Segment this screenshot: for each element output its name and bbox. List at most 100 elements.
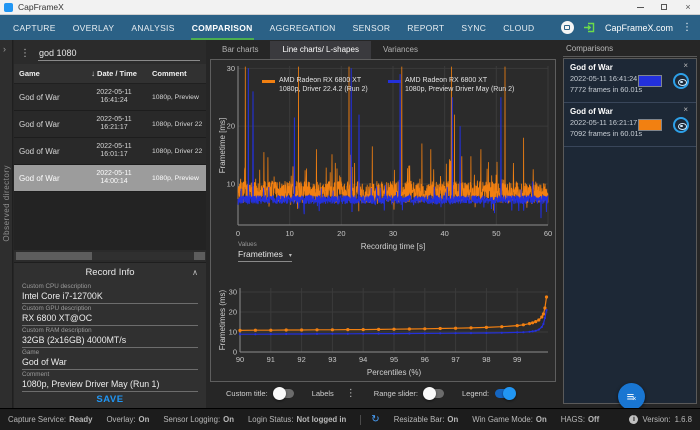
svg-text:96: 96 bbox=[421, 355, 429, 364]
record-row[interactable]: God of War 2022-05-11 16:21:17 1080p, Dri… bbox=[14, 111, 206, 138]
minimize-button[interactable] bbox=[628, 0, 652, 14]
svg-text:99: 99 bbox=[513, 355, 521, 364]
nav-tab-cloud[interactable]: CLOUD bbox=[503, 22, 535, 33]
sync-refresh-icon[interactable]: ↻ bbox=[371, 414, 380, 425]
overflow-menu-icon[interactable]: ⋮ bbox=[682, 22, 692, 33]
comparisons-list: God of War × 2022-05-11 16:41:24 7772 fr… bbox=[563, 58, 697, 410]
version-info: i Version: 1.6.8 bbox=[629, 415, 692, 424]
search-input[interactable] bbox=[38, 46, 200, 61]
collapse-icon[interactable]: ∧ bbox=[192, 268, 198, 277]
svg-text:40: 40 bbox=[440, 229, 448, 238]
comparisons-panel: Comparisons God of War × 2022-05-11 16:4… bbox=[560, 40, 700, 410]
labels-menu-icon[interactable]: ⋮ bbox=[345, 388, 356, 399]
maximize-button[interactable] bbox=[652, 0, 676, 14]
nav-tab-analysis[interactable]: ANALYSIS bbox=[131, 22, 175, 33]
gpu-value[interactable]: RX 6800 XT@OC bbox=[22, 312, 198, 326]
color-swatch[interactable] bbox=[638, 119, 662, 131]
svg-text:0: 0 bbox=[233, 348, 237, 357]
svg-text:20: 20 bbox=[229, 308, 237, 317]
screenshot-icon[interactable] bbox=[560, 21, 574, 34]
percentiles-chart: 0 10 20 30 90 91 92 93 94 95 96 97 98 99 Frametimes (m… bbox=[218, 288, 549, 377]
svg-text:30: 30 bbox=[227, 64, 235, 73]
nav-tab-report[interactable]: REPORT bbox=[407, 22, 445, 33]
status-bar: Capture Service: Ready Overlay: On Sensor … bbox=[0, 408, 700, 430]
svg-text:10: 10 bbox=[227, 179, 235, 188]
remove-comparison-icon[interactable]: × bbox=[683, 105, 688, 114]
legend-dash-blue bbox=[388, 80, 401, 83]
svg-text:95: 95 bbox=[390, 355, 398, 364]
legend-toggle[interactable] bbox=[495, 387, 517, 400]
comment-field: Comment 1080p, Preview Driver May (Run 1… bbox=[22, 371, 198, 392]
header-date-time[interactable]: ↓ Date / Time bbox=[91, 69, 137, 78]
svg-text:0: 0 bbox=[236, 229, 240, 238]
header-comment[interactable]: Comment bbox=[152, 69, 187, 78]
ram-field: Custom RAM description 32GB (2x16GB) 400… bbox=[22, 327, 198, 348]
tab-bar-charts[interactable]: Bar charts bbox=[222, 45, 259, 54]
svg-text:Recording time [s]: Recording time [s] bbox=[361, 242, 425, 251]
nav-tab-comparison[interactable]: COMPARISON bbox=[190, 16, 254, 40]
ram-value[interactable]: 32GB (2x16GB) 4000MT/s bbox=[22, 334, 198, 348]
nav-tab-sync[interactable]: SYNC bbox=[461, 22, 487, 33]
svg-text:30: 30 bbox=[389, 229, 397, 238]
comment-value[interactable]: 1080p, Preview Driver May (Run 1) bbox=[22, 378, 198, 392]
frametimes-chart: 10 20 30 0 10 20 30 40 50 60 Frametime [ms] Recordi… bbox=[218, 64, 552, 251]
info-icon: i bbox=[629, 415, 639, 424]
scrollbar-corner bbox=[194, 252, 205, 260]
tab-line-charts[interactable]: Line charts/ L-shapes bbox=[270, 41, 371, 59]
record-row[interactable]: God of War 2022-05-11 16:41:24 1080p, Pre… bbox=[14, 84, 206, 111]
remove-comparison-icon[interactable]: × bbox=[683, 61, 688, 70]
color-swatch[interactable] bbox=[638, 75, 662, 87]
window-controls: × bbox=[628, 0, 700, 14]
nav-tab-aggregation[interactable]: AGGREGATION bbox=[269, 22, 336, 33]
save-button[interactable]: SAVE bbox=[96, 394, 124, 405]
status-login: Login Status: Not logged in bbox=[247, 415, 347, 424]
record-row-selected[interactable]: God of War 2022-05-11 14:00:14 1080p, Pre… bbox=[14, 165, 206, 192]
chart-container bbox=[210, 59, 556, 382]
observed-directory-label: Observed directory bbox=[2, 165, 11, 242]
cpu-field: Custom CPU description Intel Core i7-127… bbox=[22, 283, 198, 304]
status-capture-service: Capture Service: Ready bbox=[8, 415, 93, 424]
nav-tab-overlay[interactable]: OVERLAY bbox=[72, 22, 115, 33]
nav-right-actions: CapFrameX.com ⋮ bbox=[560, 21, 692, 34]
horizontal-scrollbar[interactable] bbox=[14, 252, 206, 260]
game-value[interactable]: God of War bbox=[22, 356, 198, 370]
main-area: › Observed directory ⋮ Game ↓Date / Time… bbox=[0, 40, 700, 410]
app-icon bbox=[4, 2, 13, 12]
comparisons-title: Comparisons bbox=[566, 44, 614, 53]
nav-tab-sensor[interactable]: SENSOR bbox=[352, 22, 391, 33]
status-resizable-bar: Resizable Bar: On bbox=[393, 415, 459, 424]
visibility-eye-icon[interactable] bbox=[673, 117, 689, 133]
header-game[interactable]: Game bbox=[19, 69, 40, 78]
nav-tab-capture[interactable]: CAPTURE bbox=[13, 22, 56, 33]
cpu-value[interactable]: Intel Core i7-12700K bbox=[22, 290, 198, 304]
brand-link[interactable]: CapFrameX.com bbox=[604, 22, 673, 33]
status-overlay: Overlay: On bbox=[106, 415, 150, 424]
values-label: Values bbox=[238, 241, 257, 248]
values-dropdown[interactable]: Frametimes ▾ bbox=[238, 249, 292, 262]
playlist-remove-icon: ≡ bbox=[626, 389, 635, 404]
status-hags: HAGS: Off bbox=[560, 415, 600, 424]
svg-text:Percentiles (%): Percentiles (%) bbox=[367, 368, 422, 377]
legend-toggle-group: Legend: bbox=[462, 387, 517, 400]
records-panel: ⋮ Game ↓Date / Time Comment God of War 2… bbox=[14, 40, 206, 408]
chevron-down-icon: ▾ bbox=[288, 253, 292, 259]
visibility-eye-icon[interactable] bbox=[673, 73, 689, 89]
custom-title-toggle[interactable] bbox=[272, 387, 294, 400]
window-title: CapFrameX bbox=[18, 2, 64, 12]
search-menu-icon[interactable]: ⋮ bbox=[20, 48, 30, 59]
legend-dash-orange bbox=[262, 80, 275, 83]
record-row[interactable]: God of War 2022-05-11 16:01:17 1080p, Dri… bbox=[14, 138, 206, 165]
remove-all-comparisons-button[interactable]: ≡ × bbox=[618, 383, 645, 410]
expand-directory-icon[interactable]: › bbox=[3, 44, 6, 54]
close-button[interactable]: × bbox=[685, 2, 691, 12]
records-table-header: Game ↓ Date / Time Comment bbox=[14, 64, 206, 84]
custom-title-toggle-group: Custom title: bbox=[226, 387, 294, 400]
svg-text:93: 93 bbox=[328, 355, 336, 364]
range-slider-toggle[interactable] bbox=[423, 387, 444, 400]
login-icon[interactable] bbox=[583, 21, 596, 34]
tab-variances[interactable]: Variances bbox=[382, 45, 418, 54]
svg-text:50: 50 bbox=[492, 229, 500, 238]
scrollbar-thumb[interactable] bbox=[16, 252, 92, 260]
svg-text:Frametimes (ms): Frametimes (ms) bbox=[218, 289, 227, 350]
svg-text:20: 20 bbox=[227, 122, 235, 131]
